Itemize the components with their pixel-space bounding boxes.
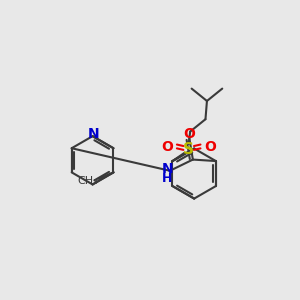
Text: S: S xyxy=(183,142,194,158)
Text: O: O xyxy=(183,127,195,141)
Text: O: O xyxy=(204,140,216,154)
Text: N: N xyxy=(87,127,99,141)
Text: O: O xyxy=(161,140,173,154)
Text: CH₃: CH₃ xyxy=(77,176,98,186)
Text: H: H xyxy=(162,172,173,184)
Text: N: N xyxy=(162,162,173,176)
